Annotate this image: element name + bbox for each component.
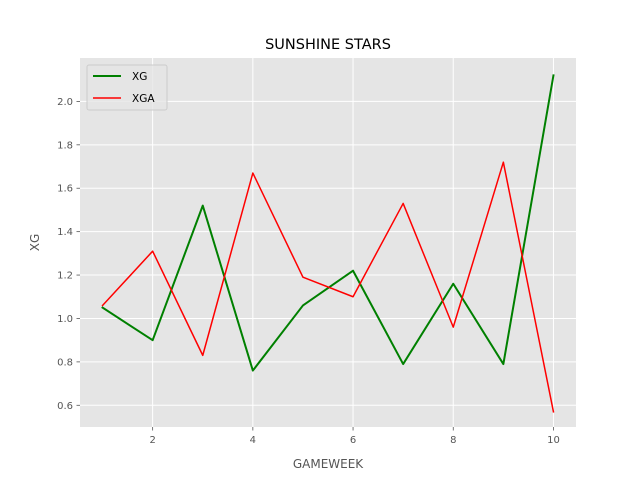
- grid: [80, 58, 576, 427]
- y-tick-label: 1.4: [57, 227, 73, 238]
- y-axis-label: XG: [28, 234, 42, 252]
- y-tick-label: 1.8: [57, 140, 73, 151]
- x-tick-label: 6: [350, 435, 356, 446]
- y-tick-label: 1.2: [57, 271, 73, 282]
- x-axis-label: GAMEWEEK: [293, 457, 364, 471]
- legend-box: [86, 64, 168, 111]
- x-axis-ticks: 2 4 6 8 10: [149, 427, 560, 446]
- series-line-xg: [101, 74, 555, 372]
- series-layer: [101, 74, 555, 413]
- legend: XG XGA: [86, 64, 168, 111]
- y-tick-label: 1.6: [57, 184, 73, 195]
- legend-label-xg: XG: [132, 71, 147, 83]
- y-tick-label: 2.0: [57, 97, 73, 108]
- x-tick-label: 4: [250, 435, 256, 446]
- x-tick-label: 8: [450, 435, 456, 446]
- legend-items: XG XGA: [93, 71, 155, 105]
- y-axis-ticks: 0.6 0.8 1.0 1.2 1.4 1.6 1.8 2.0: [57, 97, 80, 412]
- plot-area: [80, 58, 576, 427]
- series-line-xga: [101, 161, 555, 413]
- y-tick-label: 0.8: [57, 357, 73, 368]
- x-tick-label: 2: [149, 435, 155, 446]
- y-tick-label: 0.6: [57, 401, 73, 412]
- x-tick-label: 10: [547, 435, 560, 446]
- legend-label-xga: XGA: [132, 93, 155, 105]
- chart-title: SUNSHINE STARS: [265, 37, 391, 53]
- y-tick-label: 1.0: [57, 314, 73, 325]
